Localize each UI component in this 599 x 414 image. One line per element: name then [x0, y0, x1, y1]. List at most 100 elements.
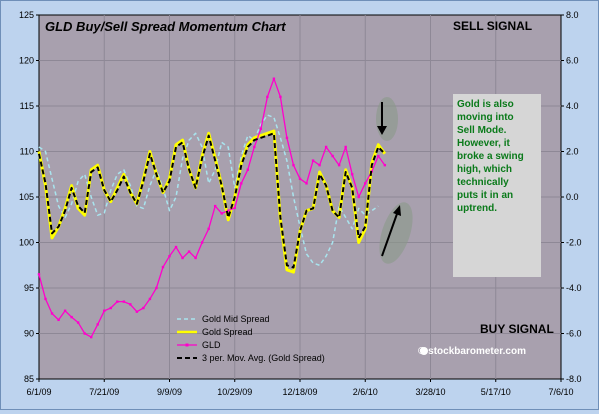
x-tick-label: 10/29/09 — [217, 387, 252, 397]
gld-point — [292, 163, 295, 167]
series-lines — [37, 77, 387, 339]
legend-label: Gold Spread — [202, 327, 253, 337]
gld-point — [240, 182, 243, 185]
buy-signal-label: BUY SIGNAL — [480, 322, 554, 336]
gld-point — [76, 321, 80, 324]
gld-point — [83, 332, 86, 335]
gld-point — [233, 206, 236, 210]
left-tick-label: 90 — [24, 329, 34, 339]
gld-point — [194, 256, 197, 260]
watermark-text: © stockbarometer.com — [418, 346, 526, 357]
left-tick-label: 95 — [24, 283, 34, 293]
right-axis: -8.0 -6.0 -4.0 -2.0 0.0 2.0 4.0 6.0 8.0 — [561, 10, 582, 384]
sell-signal-label: SELL SIGNAL — [453, 19, 532, 33]
gld-point — [181, 256, 184, 260]
gld-point — [351, 173, 354, 176]
gld-point — [246, 168, 249, 171]
gld-point — [377, 154, 380, 158]
legend-label: 3 per. Mov. Avg. (Gold Spread) — [202, 353, 325, 363]
right-tick-label: 0.0 — [566, 192, 579, 202]
right-tick-label: -6.0 — [566, 329, 582, 339]
x-tick-label: 3/28/10 — [415, 387, 445, 397]
right-tick-label: -8.0 — [566, 374, 582, 384]
up-arrow — [379, 202, 413, 264]
left-tick-label: 105 — [19, 192, 34, 202]
legend-label: Gold Mid Spread — [202, 314, 270, 324]
gld-point — [129, 303, 132, 306]
legend-label: GLD — [202, 340, 221, 350]
annotation-note: Gold is also moving into Sell Mode. However… — [457, 99, 524, 214]
gld-point — [50, 312, 54, 315]
x-axis: 6/1/09 7/21/09 9/9/09 10/29/09 12/18/09 2/6/1… — [26, 379, 574, 397]
chart-title: GLD Buy/Sell Spread Momentum Chart — [45, 19, 286, 34]
x-tick-label: 5/17/10 — [481, 387, 511, 397]
left-tick-label: 110 — [20, 147, 34, 157]
series-line-0 — [38, 114, 379, 267]
watermark: © stockbarometer.com — [418, 346, 526, 357]
gld-point — [207, 227, 210, 231]
note-box — [453, 94, 541, 277]
gld-point — [90, 335, 93, 339]
gld-point — [253, 145, 256, 149]
gld-point — [187, 250, 191, 253]
right-tick-label: 8.0 — [566, 10, 579, 20]
gld-point — [103, 309, 106, 312]
x-tick-label: 12/18/09 — [282, 387, 317, 397]
gld-point — [70, 315, 73, 319]
legend: Gold Mid Spread Gold Spread GLD 3 per. Mov.… — [177, 314, 325, 363]
right-tick-label: 2.0 — [566, 147, 579, 157]
gld-point — [227, 209, 230, 212]
right-tick-label: 6.0 — [566, 56, 579, 66]
gld-point — [109, 306, 112, 310]
gld-point — [213, 204, 217, 208]
gld-point — [174, 245, 178, 249]
up-arrow-glow — [379, 202, 413, 264]
down-arrow — [376, 97, 398, 141]
gld-point — [96, 323, 99, 326]
gld-point — [116, 300, 119, 303]
gld-point — [155, 286, 158, 290]
gld-point — [200, 241, 204, 244]
gld-point — [324, 145, 328, 149]
x-tick-label: 6/1/09 — [26, 387, 51, 397]
gld-point — [122, 300, 126, 303]
gld-point — [318, 163, 321, 167]
gld-point — [383, 163, 387, 167]
left-tick-label: 115 — [20, 101, 34, 111]
gld-point — [259, 127, 263, 130]
gld-point — [311, 159, 315, 162]
gld-point — [285, 136, 289, 140]
series-line-2 — [38, 78, 386, 338]
gld-point — [44, 297, 47, 301]
gld-point — [37, 273, 41, 276]
gld-point — [305, 182, 308, 185]
x-tick-label: 9/9/09 — [157, 387, 182, 397]
gld-point — [135, 310, 139, 313]
gld-point — [63, 309, 67, 312]
x-tick-label: 7/6/10 — [548, 387, 573, 397]
gld-point — [279, 95, 282, 99]
gld-point — [364, 182, 367, 185]
gld-point — [57, 318, 60, 322]
right-tick-label: 4.0 — [566, 101, 579, 111]
legend-marker — [185, 343, 189, 347]
gld-point — [331, 154, 334, 158]
note-text: Gold is also moving into Sell Mode. However… — [457, 99, 524, 214]
gld-point — [161, 265, 165, 269]
right-tick-label: -2.0 — [566, 238, 582, 248]
left-tick-label: 100 — [19, 238, 34, 248]
gld-point — [148, 297, 152, 301]
gld-point — [298, 177, 302, 180]
x-tick-label: 7/21/09 — [89, 387, 119, 397]
gld-point — [272, 77, 276, 80]
left-tick-label: 125 — [19, 10, 34, 20]
gld-point — [142, 306, 145, 310]
gld-point — [168, 254, 171, 258]
down-arrow-glow — [376, 97, 398, 141]
x-tick-label: 2/6/10 — [353, 387, 378, 397]
left-axis: 85 90 95 100 105 110 115 120 125 — [19, 10, 39, 384]
left-tick-label: 120 — [19, 56, 34, 66]
left-tick-label: 85 — [24, 374, 34, 384]
